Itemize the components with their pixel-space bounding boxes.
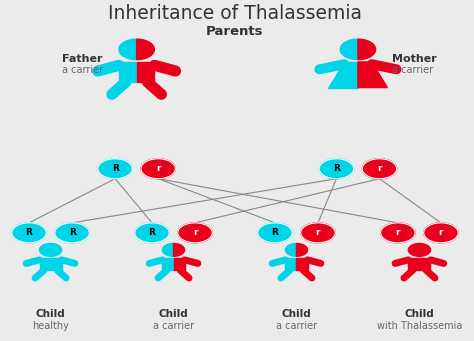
Polygon shape xyxy=(137,62,155,82)
Text: with Thalassemia: with Thalassemia xyxy=(377,321,462,331)
Circle shape xyxy=(301,223,335,243)
Text: a carrier: a carrier xyxy=(153,321,194,331)
Polygon shape xyxy=(119,39,137,60)
Text: Parents: Parents xyxy=(206,25,264,38)
Text: R: R xyxy=(333,164,340,173)
Circle shape xyxy=(424,223,458,243)
Text: Child: Child xyxy=(159,309,188,320)
Circle shape xyxy=(12,223,46,243)
Text: Child: Child xyxy=(36,309,65,320)
Circle shape xyxy=(381,223,415,243)
Text: Mother: Mother xyxy=(392,54,437,64)
Polygon shape xyxy=(419,258,430,270)
Text: R: R xyxy=(148,228,155,237)
Text: R: R xyxy=(112,164,118,173)
Text: a carrier: a carrier xyxy=(62,65,103,75)
Text: r: r xyxy=(193,228,197,237)
Text: a carrier: a carrier xyxy=(392,65,433,75)
Polygon shape xyxy=(419,243,430,256)
Polygon shape xyxy=(408,258,419,270)
Polygon shape xyxy=(51,243,62,256)
Polygon shape xyxy=(39,258,51,270)
Polygon shape xyxy=(340,39,358,60)
Circle shape xyxy=(178,223,212,243)
Polygon shape xyxy=(358,62,387,88)
Text: a carrier: a carrier xyxy=(276,321,317,331)
Circle shape xyxy=(258,223,292,243)
Polygon shape xyxy=(119,62,137,82)
Circle shape xyxy=(135,223,169,243)
Text: r: r xyxy=(396,228,400,237)
Text: R: R xyxy=(69,228,75,237)
Polygon shape xyxy=(163,243,173,256)
Text: healthy: healthy xyxy=(32,321,69,331)
Polygon shape xyxy=(163,258,173,270)
Circle shape xyxy=(141,159,175,179)
Text: Child: Child xyxy=(404,309,434,320)
Text: r: r xyxy=(156,164,160,173)
Text: r: r xyxy=(377,164,382,173)
Polygon shape xyxy=(173,258,184,270)
Polygon shape xyxy=(358,39,375,60)
Text: r: r xyxy=(438,228,443,237)
Text: R: R xyxy=(26,228,33,237)
Circle shape xyxy=(362,159,397,179)
Text: Father: Father xyxy=(62,54,103,64)
Circle shape xyxy=(319,159,354,179)
Polygon shape xyxy=(285,243,296,256)
Text: Child: Child xyxy=(282,309,311,320)
Text: r: r xyxy=(316,228,320,237)
Polygon shape xyxy=(285,258,296,270)
Polygon shape xyxy=(51,258,62,270)
Circle shape xyxy=(98,159,132,179)
Text: R: R xyxy=(272,228,278,237)
Polygon shape xyxy=(39,243,51,256)
Circle shape xyxy=(55,223,89,243)
Polygon shape xyxy=(137,39,155,60)
Polygon shape xyxy=(296,258,308,270)
Polygon shape xyxy=(328,62,358,88)
Text: Inheritance of Thalassemia: Inheritance of Thalassemia xyxy=(108,4,362,23)
Polygon shape xyxy=(296,243,308,256)
Polygon shape xyxy=(409,243,419,256)
Polygon shape xyxy=(173,243,184,256)
